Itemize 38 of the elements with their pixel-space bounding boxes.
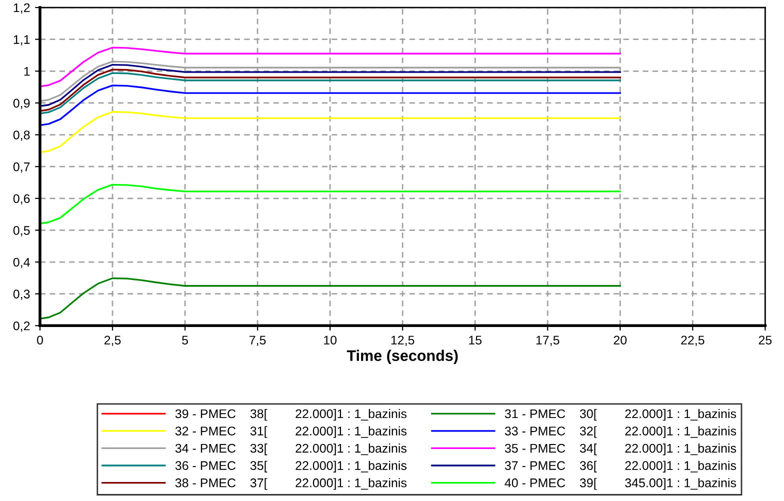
y-tick-label: 0,4 bbox=[13, 258, 30, 268]
x-tick-label: 12,5 bbox=[391, 336, 414, 346]
x-axis-title: Time (seconds) bbox=[346, 350, 458, 364]
legend-label: 32 - PMEC 31[ 22.000]1 : 1_bazinis bbox=[175, 426, 407, 438]
line-series bbox=[40, 46, 621, 88]
y-tick-label: 1,2 bbox=[14, 3, 30, 14]
legend-label: 35 - PMEC 34[ 22.000]1 : 1_bazinis bbox=[504, 444, 736, 456]
legend-label: 37 - PMEC 36[ 22.000]1 : 1_bazinis bbox=[504, 460, 736, 472]
y-tick-label: 0,2 bbox=[13, 321, 30, 332]
legend-label: 31 - PMEC 30[ 22.000]1 : 1_bazinis bbox=[504, 408, 736, 421]
legend-label: 36 - PMEC 35[ 22.000]1 : 1_bazinis bbox=[175, 460, 407, 472]
legend-label: 40 - PMEC 39[ 345.00]1 : 1_bazinis bbox=[504, 478, 736, 490]
legend-label: 34 - PMEC 33[ 22.000]1 : 1_bazinis bbox=[175, 444, 407, 456]
x-tick-label: 0 bbox=[36, 336, 43, 345]
x-tick-label: 25 bbox=[758, 336, 772, 345]
y-tick-label: 0,9 bbox=[13, 98, 30, 110]
y-tick-label: 0,3 bbox=[13, 290, 30, 300]
x-tick-label: 7,5 bbox=[249, 336, 266, 346]
y-tick-label: 0,6 bbox=[13, 194, 30, 205]
legend-label: 38 - PMEC 37[ 22.000]1 : 1_bazinis bbox=[175, 478, 407, 490]
y-tick-label: 0,7 bbox=[13, 162, 30, 173]
legend-label: 39 - PMEC 38[ 22.000]1 : 1_bazinis bbox=[175, 408, 407, 421]
line-series bbox=[40, 84, 621, 126]
y-tick-label: 0,5 bbox=[13, 226, 30, 236]
x-tick-label: 10 bbox=[324, 336, 337, 345]
x-tick-label: 5 bbox=[182, 336, 188, 345]
x-tick-label: 20 bbox=[614, 336, 627, 345]
x-tick-label: 22,5 bbox=[681, 336, 704, 346]
x-tick-label: 17,5 bbox=[536, 336, 560, 346]
line-series bbox=[40, 111, 621, 154]
line-series bbox=[40, 184, 621, 224]
y-tick-label: 1,1 bbox=[14, 35, 30, 46]
y-tick-label: 0,8 bbox=[13, 130, 30, 141]
legend-label: 33 - PMEC 32[ 22.000]1 : 1_bazinis bbox=[504, 426, 736, 438]
y-tick-label: 1 bbox=[24, 67, 30, 76]
line-series bbox=[40, 277, 621, 320]
x-tick-label: 2,5 bbox=[104, 336, 121, 346]
x-tick-label: 15 bbox=[469, 336, 482, 345]
